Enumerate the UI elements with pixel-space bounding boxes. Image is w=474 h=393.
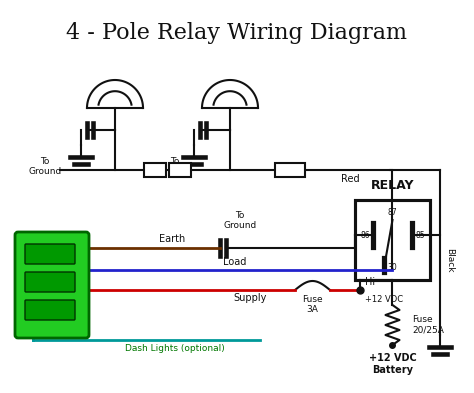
Text: Supply: Supply — [233, 293, 267, 303]
FancyBboxPatch shape — [25, 272, 75, 292]
Text: To
Ground: To Ground — [28, 157, 62, 176]
Text: 4 - Pole Relay Wiring Diagram: 4 - Pole Relay Wiring Diagram — [66, 22, 408, 44]
Text: Hi: Hi — [365, 277, 375, 287]
Bar — [169, 163, 191, 177]
Text: Fuse
20/25A: Fuse 20/25A — [412, 315, 444, 335]
Text: 30: 30 — [388, 263, 397, 272]
Text: RELAY: RELAY — [371, 179, 414, 192]
Text: Fuse
3A: Fuse 3A — [301, 295, 322, 314]
FancyBboxPatch shape — [25, 300, 75, 320]
Text: Black: Black — [445, 248, 454, 272]
FancyBboxPatch shape — [25, 244, 75, 264]
Text: +12 VDC: +12 VDC — [365, 295, 403, 304]
FancyBboxPatch shape — [15, 232, 89, 338]
Text: Load: Load — [223, 257, 246, 267]
Text: Dash Lights (optional): Dash Lights (optional) — [125, 344, 225, 353]
Text: 85: 85 — [415, 231, 425, 241]
Bar — [275, 163, 305, 177]
Text: 86: 86 — [360, 231, 370, 241]
Text: Red: Red — [341, 174, 359, 184]
Text: Earth: Earth — [159, 234, 185, 244]
Bar — [144, 163, 166, 177]
Text: +12 VDC
Battery: +12 VDC Battery — [369, 353, 416, 375]
Text: To
Ground: To Ground — [158, 157, 191, 176]
Bar — [355, 200, 430, 280]
Text: 87: 87 — [388, 208, 397, 217]
Text: To
Ground: To Ground — [223, 211, 256, 230]
